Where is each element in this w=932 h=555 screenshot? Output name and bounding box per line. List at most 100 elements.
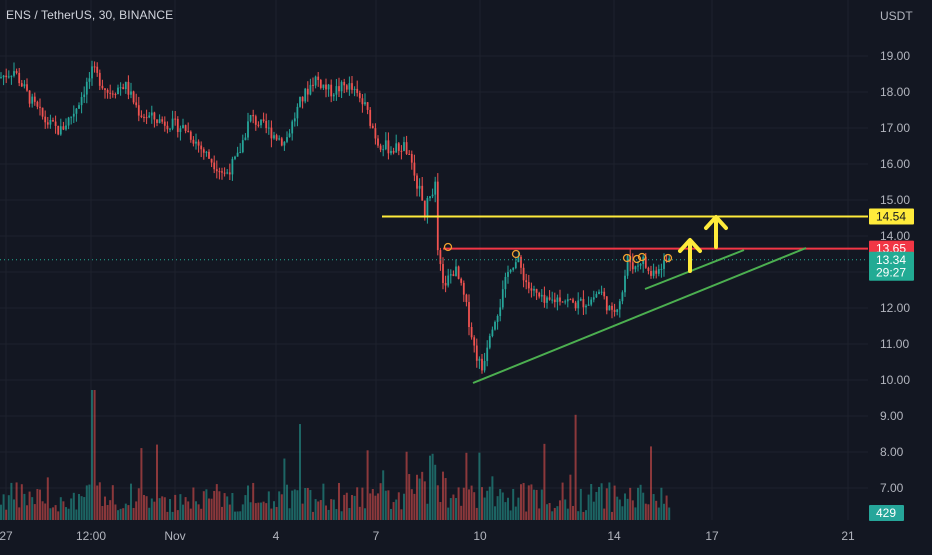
volume-bar — [644, 503, 647, 520]
price-tick-label: 7.00 — [880, 481, 904, 495]
volume-bar — [174, 494, 177, 520]
volume-bar — [2, 494, 5, 520]
candle-body — [299, 96, 301, 107]
candle-body — [202, 149, 205, 153]
candle-body — [85, 81, 88, 95]
volume-bar — [468, 489, 470, 520]
candle-body — [416, 175, 418, 189]
candle-body — [377, 138, 379, 146]
candle-body — [405, 142, 408, 154]
candle-body — [98, 72, 101, 86]
volume-bar — [218, 491, 221, 520]
candle-body — [249, 115, 252, 122]
candle-body — [525, 280, 528, 283]
candle-body — [286, 137, 288, 142]
volume-bar — [182, 504, 184, 520]
candle-body — [46, 122, 49, 125]
candle-body — [275, 135, 278, 140]
symbol-title[interactable]: ENS / TetherUS, 30, BINANCE — [6, 8, 174, 22]
volume-bar — [41, 501, 44, 520]
price-tick-label: 11.00 — [880, 337, 909, 351]
candle-body — [247, 121, 249, 138]
time-axis[interactable]: 27 12:00 Nov 4 7 10 14 17 21 — [0, 529, 855, 543]
volume-bar — [184, 497, 187, 520]
volume-bar — [543, 443, 546, 520]
volume-bar — [618, 499, 621, 520]
drawings[interactable] — [0, 215, 868, 384]
volume-bar — [465, 452, 468, 520]
volume-bar — [637, 487, 639, 520]
candle-body — [106, 90, 109, 93]
candle-body — [0, 77, 2, 79]
candle-body — [338, 86, 340, 92]
candle-body — [54, 121, 57, 126]
arrow-head — [678, 238, 702, 253]
candle-body — [535, 288, 538, 293]
volume-bar — [408, 474, 411, 520]
candle-body — [200, 145, 203, 150]
volume-bar — [101, 505, 104, 520]
candle-body — [184, 125, 187, 131]
candle-body — [345, 85, 348, 90]
volume-bar — [546, 504, 548, 520]
candle-body — [119, 87, 122, 89]
volume-bar — [569, 474, 572, 520]
candle-body — [228, 172, 231, 175]
candle-body — [371, 125, 374, 129]
candle-body — [20, 83, 23, 87]
candle-body — [18, 72, 21, 84]
candle-body — [340, 81, 343, 92]
volume-bar — [587, 494, 590, 520]
candle-body — [382, 149, 385, 151]
candle-body — [187, 130, 190, 132]
volume-bar — [10, 482, 13, 520]
candle-body — [572, 299, 574, 303]
volume-bar — [535, 489, 538, 520]
volume-bar — [192, 487, 195, 520]
volume-bar — [236, 511, 239, 520]
support-trendline-main[interactable] — [472, 247, 807, 384]
candle-body — [543, 294, 546, 303]
candle-body — [605, 296, 608, 311]
candle-body — [195, 141, 197, 144]
volume-bar — [377, 493, 379, 520]
price-tick-label: 8.00 — [880, 445, 904, 459]
candle-body — [197, 141, 200, 146]
candle-body — [109, 92, 112, 94]
candle-body — [634, 266, 637, 270]
time-tick-label: 14 — [607, 529, 621, 543]
volume-bar — [579, 488, 582, 520]
volume-bar — [660, 487, 663, 520]
candle-body — [343, 81, 346, 86]
candle-body — [655, 270, 658, 274]
volume-bar — [28, 491, 31, 520]
volume-bar — [431, 453, 434, 520]
volume-bar — [150, 498, 153, 520]
candle-body — [585, 305, 587, 308]
time-tick-label: 27 — [0, 529, 13, 543]
candle-body — [598, 291, 600, 295]
volume-bar — [499, 489, 502, 520]
volume-bar — [364, 508, 366, 520]
candle-body — [267, 127, 270, 129]
volume-bar — [158, 498, 161, 520]
volume-bar — [135, 501, 138, 520]
price-tag-label: 29:27 — [876, 266, 906, 280]
volume-bar — [169, 499, 171, 520]
candle-body — [652, 270, 655, 276]
candle-body — [317, 76, 320, 80]
volume-bar — [473, 492, 476, 520]
volume-bar — [491, 476, 494, 520]
candle-body — [559, 297, 561, 302]
candle-body — [403, 142, 405, 151]
volume-bar — [15, 482, 18, 520]
candle-body — [205, 151, 208, 153]
volume-bar — [13, 499, 15, 520]
volume-bar — [62, 501, 65, 520]
candle-body — [213, 162, 216, 170]
volume-bar — [122, 508, 125, 520]
volume-bar — [634, 507, 637, 520]
support-trendline-inner[interactable] — [644, 249, 745, 290]
